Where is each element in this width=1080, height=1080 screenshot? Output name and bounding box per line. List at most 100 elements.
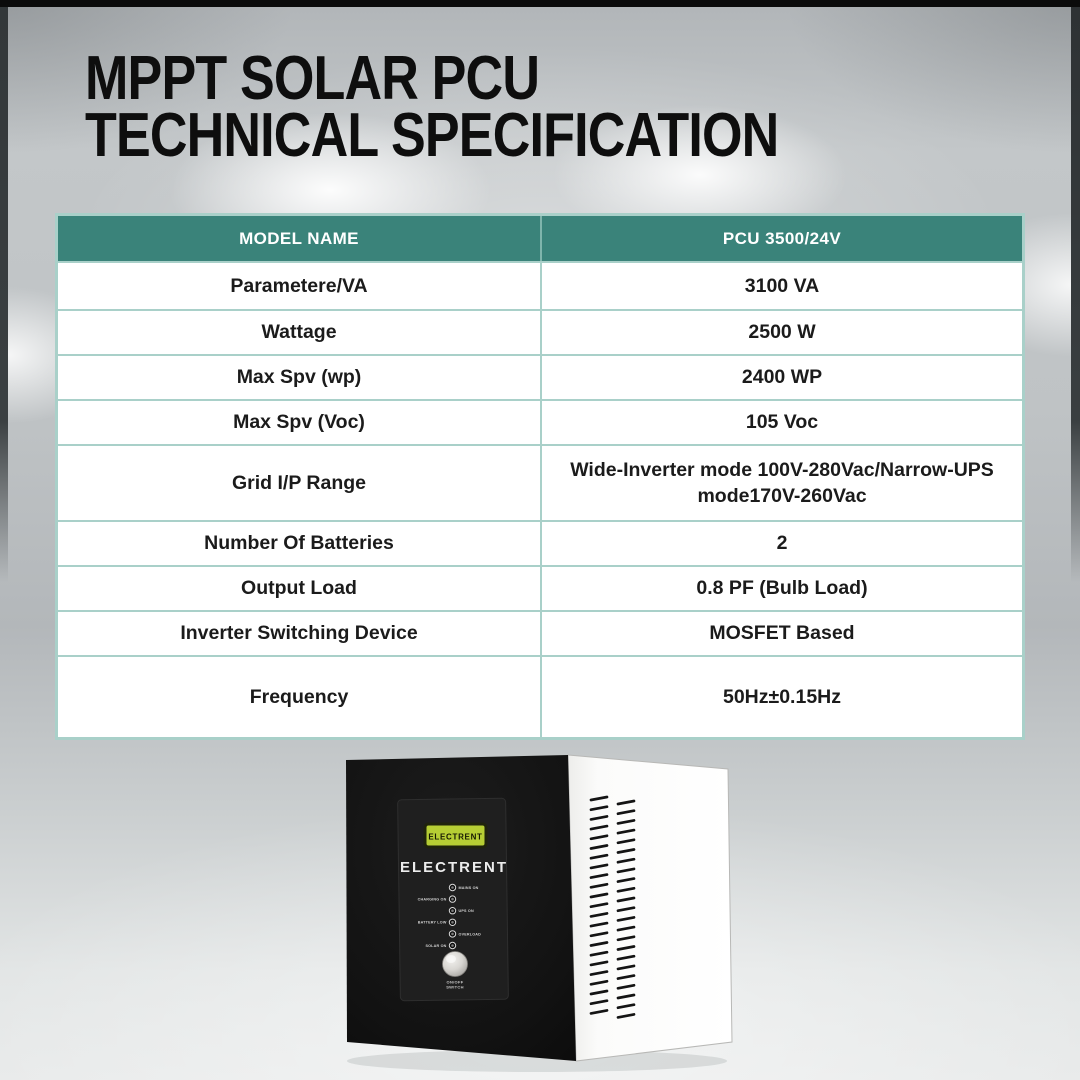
vent-slot: [589, 999, 609, 1006]
indicator-label: OVERLOAD: [459, 932, 482, 936]
vent-slot: [616, 809, 636, 816]
vent-slot: [616, 838, 636, 845]
backdrop-right-edge: [1071, 7, 1080, 582]
spec-table-header-row: MODEL NAME PCU 3500/24V: [58, 216, 1022, 261]
led-indicators: MAINS ON CHARGING ON UPS ON BATTERY LOW OVER…: [418, 883, 482, 950]
top-black-bar: [0, 0, 1080, 7]
spec-table: MODEL NAME PCU 3500/24V Parametere/VA 31…: [55, 213, 1025, 740]
indicator-led-core: [451, 932, 454, 936]
spec-value: 2500 W: [540, 311, 1022, 354]
vent-slot: [616, 896, 636, 903]
spec-label: Max Spv (wp): [236, 366, 362, 389]
vent-slot: [616, 945, 636, 951]
vent-slot: [589, 863, 609, 870]
spec-value: 3100 VA: [540, 263, 1022, 309]
spec-label: Max Spv (Voc): [233, 411, 365, 434]
indicator-led-core: [451, 897, 454, 901]
vent-slot: [589, 795, 609, 802]
vent-slot: [589, 950, 609, 957]
vent-slot: [589, 824, 609, 831]
vent-slot: [616, 848, 636, 854]
vent-slot: [616, 964, 636, 971]
lcd-text: ELECTRENT: [428, 833, 482, 842]
knob-label-line2: SWITCH: [446, 985, 464, 990]
indicator-led-core: [451, 921, 454, 924]
knob-label-line1: ON/OFF: [447, 980, 464, 985]
spec-value: MOSFET Based: [540, 612, 1022, 655]
spec-value: 50Hz±0.15Hz: [540, 657, 1022, 737]
vent-slot: [589, 989, 609, 996]
indicator-led-core: [451, 886, 454, 889]
vent-slot: [589, 844, 609, 850]
spec-value: 0.8 PF (Bulb Load): [540, 567, 1022, 610]
vent-slot: [616, 925, 636, 932]
spec-value: 2400 WP: [540, 356, 1022, 399]
indicator-label: SOLAR ON: [425, 944, 446, 948]
vent-slot: [589, 805, 609, 812]
page-title: MPPT SOLAR PCU TECHNICAL SPECIFICATION: [85, 44, 779, 170]
vent-slot: [589, 853, 609, 860]
spec-label: Grid I/P Range: [231, 471, 366, 494]
vent-slot: [589, 834, 609, 841]
vent-slot: [616, 828, 636, 835]
vent-slot: [589, 931, 609, 938]
table-row: Max Spv (Voc) 105 Voc: [58, 399, 1022, 444]
spec-label: Output Load: [241, 577, 357, 600]
table-row: Parametere/VA 3100 VA: [58, 261, 1022, 309]
vent-slot: [616, 916, 636, 922]
vent-slot: [616, 993, 636, 1000]
vent-slot: [589, 979, 609, 986]
power-knob-highlight: [446, 955, 456, 963]
vent-slot: [589, 873, 609, 879]
table-row: Grid I/P Range Wide-Inverter mode 100V-2…: [58, 444, 1022, 520]
indicator-led-core: [451, 944, 454, 947]
vent-slot: [589, 892, 609, 899]
vent-slot: [616, 867, 636, 874]
vent-slot: [616, 857, 636, 864]
title-line-1: MPPT SOLAR PCU: [85, 44, 540, 113]
indicator-label: BATTERY LOW: [418, 921, 447, 925]
vent-slot: [589, 921, 609, 928]
vent-slot: [616, 906, 636, 913]
spec-label: Wattage: [261, 321, 337, 344]
brand-text: ELECTRENT: [400, 859, 508, 876]
title-line-2: TECHNICAL SPECIFICATION: [85, 101, 779, 170]
spec-value: 105 Voc: [540, 401, 1022, 444]
vent-slots: [589, 795, 636, 1019]
vent-slot: [616, 983, 636, 990]
vent-slot: [616, 1003, 636, 1010]
vent-slot: [616, 935, 636, 942]
product-shadow: [347, 1050, 727, 1072]
vent-slot: [589, 960, 609, 967]
spec-label: Inverter Switching Device: [180, 622, 418, 645]
backdrop-left-edge: [0, 7, 8, 582]
vent-slot: [589, 815, 609, 821]
table-row: Wattage 2500 W: [58, 309, 1022, 354]
vent-slot: [616, 819, 636, 825]
table-row: Output Load 0.8 PF (Bulb Load): [58, 565, 1022, 610]
vent-slot: [616, 799, 636, 806]
vent-slot: [589, 912, 609, 918]
spec-table-body: Parametere/VA 3100 VA Wattage 2500 W Max…: [58, 261, 1022, 737]
vent-slot: [589, 941, 609, 947]
vent-slot: [616, 954, 636, 961]
spec-table-header-value: PCU 3500/24V: [540, 216, 1022, 261]
spec-label: Parametere/VA: [230, 274, 368, 297]
spec-value: Wide-Inverter mode 100V-280Vac/Narrow-UP…: [540, 446, 1022, 520]
vent-slot: [589, 970, 609, 976]
vent-slot: [589, 902, 609, 909]
indicator-label: CHARGING ON: [418, 898, 447, 902]
vent-slot: [589, 882, 609, 889]
indicator-label: UPS ON: [459, 909, 474, 913]
table-row: Max Spv (wp) 2400 WP: [58, 354, 1022, 399]
indicator-led-core: [451, 909, 454, 912]
product-image: ELECTRENT ELECTRENT MAINS ON CHARGING ON U…: [346, 754, 733, 1072]
vent-slot: [589, 1009, 609, 1015]
power-knob: [442, 951, 468, 977]
table-row: Frequency 50Hz±0.15Hz: [58, 655, 1022, 737]
vent-slot: [616, 974, 636, 980]
spec-table-header-model: MODEL NAME: [239, 228, 359, 248]
indicator-label: MAINS ON: [459, 886, 479, 890]
table-row: Number Of Batteries 2: [58, 520, 1022, 565]
